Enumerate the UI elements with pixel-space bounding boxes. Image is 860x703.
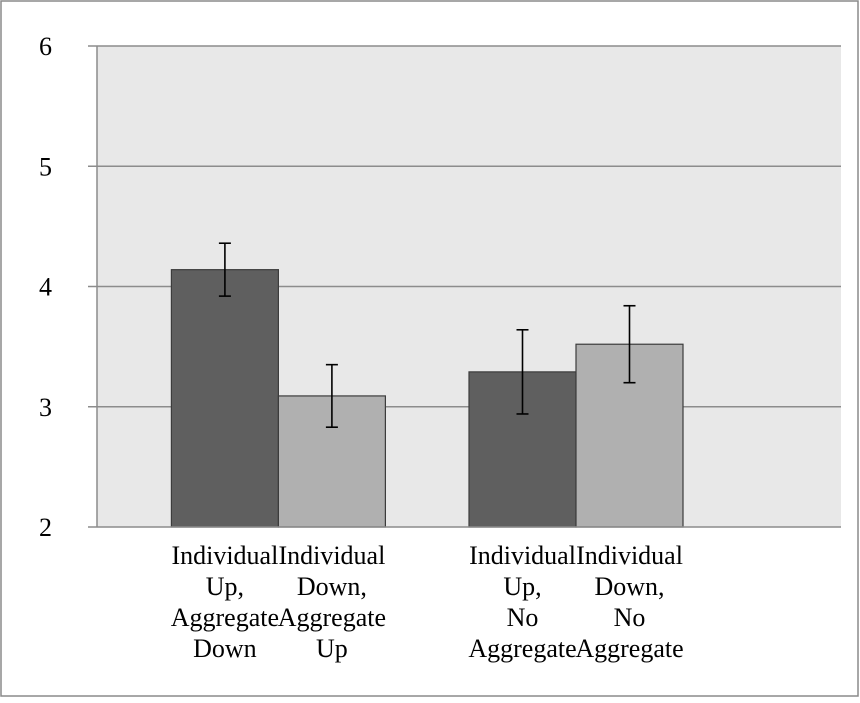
category-label: Up, — [206, 572, 244, 601]
category-label: Down, — [594, 572, 664, 601]
category-label: Aggregate — [278, 603, 386, 632]
axes — [96, 46, 841, 528]
y-tick-label: 3 — [39, 393, 52, 422]
y-tick-label: 6 — [39, 32, 52, 61]
y-axis-ticks: 2 3 4 5 6 — [39, 32, 97, 542]
category-label: Individual — [576, 541, 683, 570]
category-label: Individual — [171, 541, 278, 570]
error-bars — [218, 242, 636, 428]
category-label: Down, — [297, 572, 367, 601]
category-label: Up, — [503, 572, 541, 601]
y-tick-label: 5 — [39, 152, 52, 181]
category-label: Individual — [469, 541, 576, 570]
category-label: No — [614, 603, 646, 632]
y-tick-label: 4 — [39, 273, 52, 302]
category-label: Aggregate — [575, 634, 683, 663]
category-label: Aggregate — [171, 603, 279, 632]
bar — [170, 269, 279, 528]
category-label: Up — [316, 634, 348, 663]
category-label: Down — [193, 634, 257, 663]
category-label: Aggregate — [468, 634, 576, 663]
y-tick-label: 2 — [39, 513, 52, 542]
category-labels: IndividualUp,AggregateDownIndividualDown… — [171, 541, 684, 663]
category-label: No — [507, 603, 539, 632]
category-label: Individual — [278, 541, 385, 570]
